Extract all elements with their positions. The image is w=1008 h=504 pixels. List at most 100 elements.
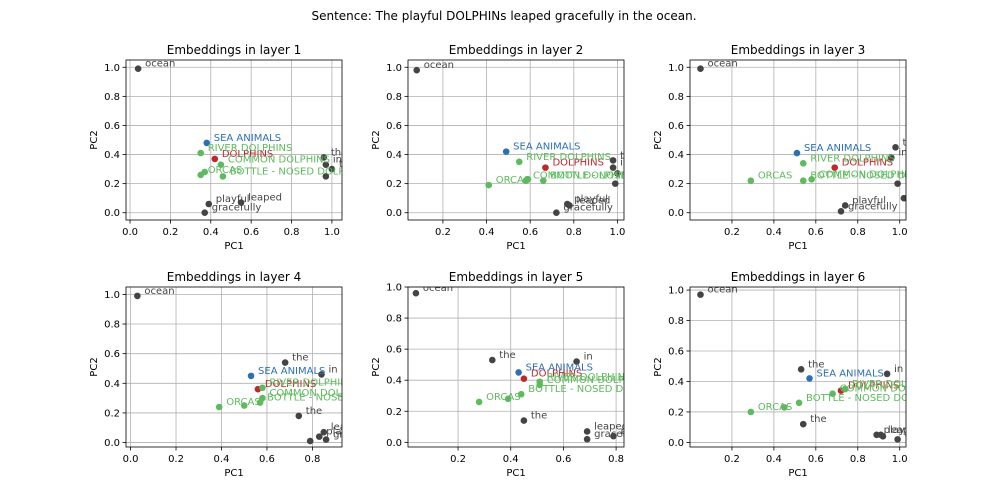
point-label: the [306,406,322,417]
x-tick-label: 1.0 [610,227,626,238]
y-tick-label: 1.0 [104,63,120,74]
y-tick-label: 0.8 [668,92,684,103]
y-tick-label: 0.0 [386,208,402,219]
point-label: gracefully [212,203,262,214]
x-axis-label: PC1 [224,468,243,479]
x-tick-label: 0.4 [766,227,782,238]
point-label: in [333,155,342,166]
subplot-layer-3: Embeddings in layer 3 0.2 0.4 0.6 0.8 1.0 0.0 0… [653,43,919,252]
x-tick-label: 0.0 [123,454,139,465]
y-axis-label: PC2 [89,130,100,149]
x-tick-label: 0.4 [766,454,782,465]
y-tick-label: 0.4 [104,379,120,390]
point-label: playful [884,425,918,436]
y-tick-label: 0.2 [668,179,684,190]
y-tick-label: 0.8 [668,316,684,327]
point-label: ORCAS [758,171,793,182]
y-tick-label: 0.0 [104,208,120,219]
x-axis-label: PC1 [506,241,525,252]
x-tick-label: 0.6 [555,454,571,465]
point-marker [831,164,838,171]
y-tick-label: 1.0 [386,63,402,74]
y-axis-label: PC2 [653,357,664,376]
point-label: ORCAS [758,402,793,413]
x-tick-label: 0.2 [168,454,184,465]
point-label: in [329,364,338,375]
point-label: the [292,353,308,364]
point-label: in [898,147,907,158]
point-label: in [894,364,903,375]
point-label: leaped [594,421,628,432]
y-tick-label: 1.0 [104,290,120,301]
y-tick-label: 0.6 [386,121,402,132]
point-label: leaped [888,425,922,436]
point-label: DOLPHINS [531,369,582,380]
x-tick-label: 0.8 [566,227,582,238]
point-marker [475,398,483,406]
point-marker [894,436,901,443]
x-tick-label: 0.4 [479,227,495,238]
x-tick-label: 1.0 [324,227,340,238]
point-label: BOTTLE - NOSED DOLPHINS [230,166,369,177]
y-tick-label: 0.2 [104,179,120,190]
y-axis-label: PC2 [371,357,382,376]
y-tick-label: 0.8 [386,92,402,103]
point-marker [205,200,213,208]
point-label: BOTTLE - NOSED DOLPHINS [528,384,667,395]
point-label: leaped [248,193,282,204]
x-tick-label: 0.8 [304,454,320,465]
point-label: COMMON DOLPHINS [840,384,942,395]
point-marker [318,371,325,378]
point-label: ocean [707,59,737,70]
point-label: the [903,137,919,148]
point-label: the [339,159,355,170]
point-label: SEA ANIMALS [214,133,281,144]
point-label: the [810,414,826,425]
point-marker [888,154,895,161]
point-marker [237,199,245,206]
y-tick-label: 0.6 [104,349,120,360]
figure-suptitle: Sentence: The playful DOLPHINs leaped gr… [311,9,696,23]
y-tick-label: 0.6 [668,347,684,358]
point-marker [883,370,891,378]
point-label: DOLPHINS [842,158,893,169]
point-label: ocean [424,60,454,71]
point-marker [217,161,225,169]
point-label: gracefully [563,203,613,214]
y-tick-label: 0.2 [104,408,120,419]
point-marker [320,154,328,161]
point-label: RIVER DOLPHINS [526,152,611,163]
x-axis-label: PC1 [788,241,807,252]
point-marker [322,173,330,180]
point-marker [295,412,303,420]
point-marker [520,417,528,424]
y-tick-label: 0.8 [104,92,120,103]
point-label: leaped [331,422,365,433]
point-marker [134,65,142,73]
point-label: BOTTLE - NOSED DOLPHINS [806,393,945,404]
point-label: ORCAS [496,175,531,186]
y-tick-label: 0.0 [104,438,120,449]
subplot-layer-4: Embeddings in layer 40.0 0.2 0.4 0.6 0.80.00… [89,270,365,479]
point-label: COMMON DOLPHINS [228,155,330,166]
point-label: in [620,158,629,169]
y-tick-label: 0.0 [386,438,402,449]
subplot-layer-1: Embeddings in layer 1 0.0 0.2 0.4 0.6 0.8 1.0 0… [89,43,369,252]
axes-frame [689,59,907,221]
point-marker [539,177,547,185]
point-label: ocean [144,286,174,297]
point-marker [517,390,525,398]
point-marker [879,433,887,440]
point-label: playful [620,426,654,437]
point-label: SEA ANIMALS [258,366,325,377]
y-tick-label: 0.6 [668,121,684,132]
point-marker [201,209,209,217]
point-marker [412,289,420,297]
x-tick-label: 0.4 [214,454,230,465]
point-label: DOLPHINS [265,379,316,390]
point-marker [201,168,209,176]
point-marker [566,202,573,209]
y-tick-label: 0.2 [386,407,402,418]
point-marker [488,356,496,364]
subplot-title: Embeddings in layer 5 [449,270,583,284]
